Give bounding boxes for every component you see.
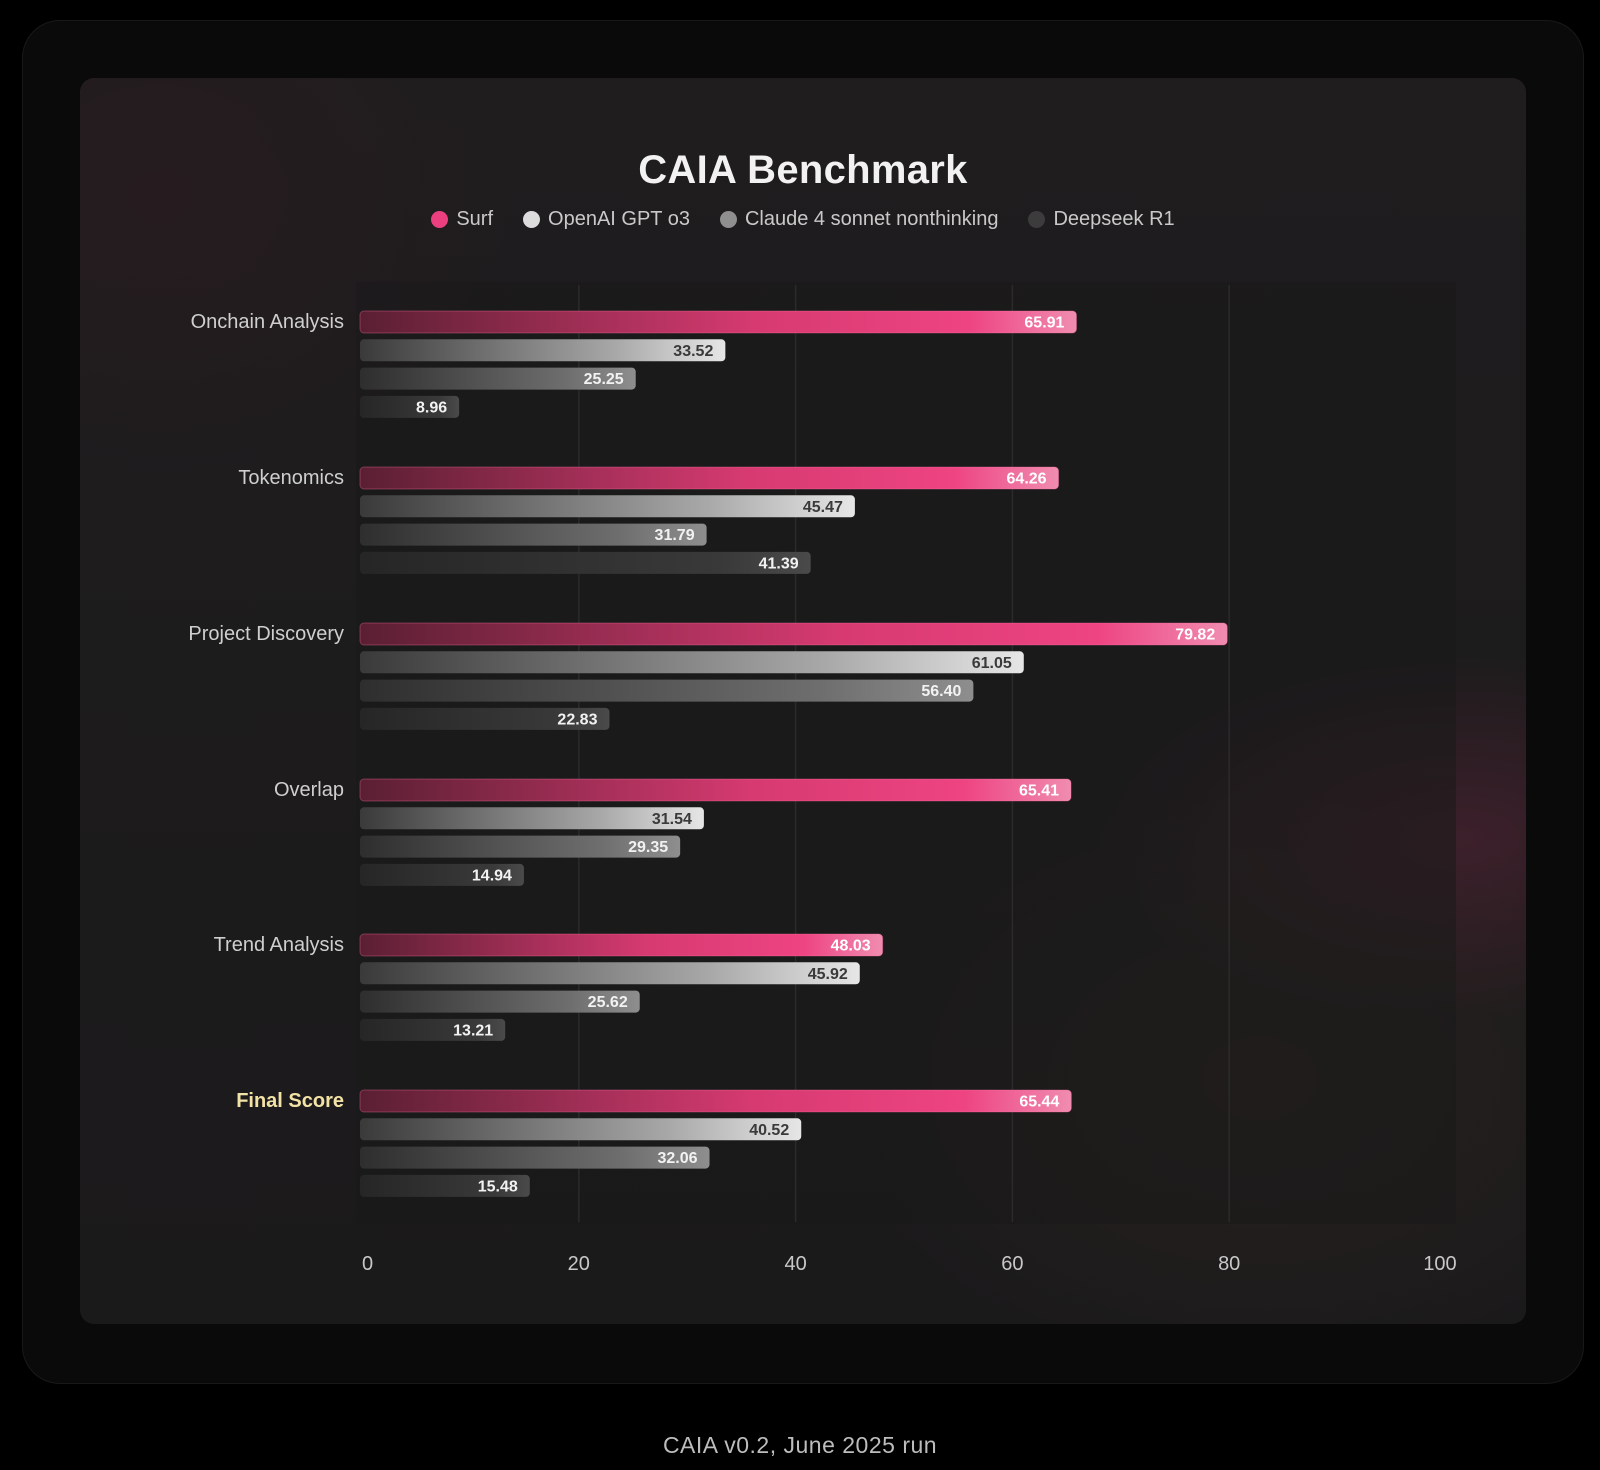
bar	[360, 934, 883, 956]
bar-value-label: 32.06	[657, 1150, 697, 1167]
grid-lines	[578, 285, 1230, 1222]
legend-label: Surf	[456, 208, 494, 230]
bar-value-label: 65.41	[1019, 783, 1059, 800]
bar-value-label: 15.48	[478, 1178, 518, 1195]
chart-title: CAIA Benchmark	[80, 148, 1526, 193]
bar-value-label: 64.26	[1007, 471, 1047, 488]
bar-value-label: 31.79	[655, 527, 695, 544]
x-axis-ticks: 0 20 40 60 80 100	[362, 1253, 1457, 1275]
bar-value-label: 8.96	[416, 399, 447, 416]
legend-label: Deepseek R1	[1053, 208, 1175, 230]
bar	[360, 367, 636, 390]
bar-outline	[359, 466, 1060, 490]
bar-value-label: 45.92	[808, 966, 848, 983]
bar	[360, 467, 1059, 489]
bar-value-label: 33.52	[673, 343, 713, 360]
x-tick-label: 80	[1218, 1253, 1240, 1275]
bar-value-label: 61.05	[972, 655, 1012, 672]
bar-value-label: 65.91	[1024, 315, 1064, 332]
category-labels: Onchain Analysis Tokenomics Project Discov…	[188, 311, 344, 1112]
plot-area	[356, 282, 1456, 1224]
bar	[360, 835, 681, 858]
bar	[360, 311, 1077, 333]
bar-value-label: 56.40	[921, 683, 961, 700]
bar	[360, 1090, 1072, 1112]
bar-value-label: 40.52	[749, 1122, 789, 1139]
bar	[360, 1174, 530, 1197]
bar	[360, 707, 610, 730]
bar-value-label: 29.35	[628, 839, 668, 856]
bar-value-label: 79.82	[1175, 627, 1215, 644]
bar-outline	[359, 310, 1077, 334]
bar	[360, 1146, 710, 1169]
category-label: Final Score	[236, 1090, 344, 1112]
bar	[360, 779, 1072, 801]
bar	[360, 495, 855, 518]
x-tick-label: 20	[568, 1253, 590, 1275]
category-label: Onchain Analysis	[191, 311, 344, 333]
category-label: Project Discovery	[188, 623, 344, 645]
bar	[360, 807, 704, 830]
bar-outline	[359, 622, 1228, 646]
bar-value-label: 25.25	[584, 371, 624, 388]
category-label: Overlap	[274, 779, 344, 801]
bar	[360, 339, 726, 362]
bar	[360, 1018, 506, 1041]
bar	[360, 1118, 802, 1141]
category-label: Trend Analysis	[214, 934, 344, 956]
bar	[360, 679, 974, 702]
bar	[360, 523, 707, 546]
chart-legend: Surf OpenAI GPT o3 Claude 4 sonnet nonth…	[80, 208, 1526, 231]
bar-value-label: 14.94	[472, 867, 512, 884]
bar-value-label: 41.39	[759, 555, 799, 572]
legend-label: Claude 4 sonnet nonthinking	[744, 208, 999, 230]
x-tick-label: 100	[1423, 1253, 1456, 1275]
bar-value-label: 13.21	[453, 1022, 493, 1039]
bar	[360, 863, 524, 886]
bar-value-label: 65.44	[1019, 1094, 1059, 1111]
legend-dot-icon	[523, 211, 541, 228]
x-tick-label: 0	[362, 1253, 373, 1275]
bar	[360, 990, 640, 1013]
x-tick-label: 60	[1001, 1253, 1023, 1275]
bar	[360, 651, 1024, 674]
bar-value-label: 25.62	[588, 994, 628, 1011]
bar-outline	[359, 933, 884, 957]
x-tick-label: 40	[784, 1253, 806, 1275]
footer-caption: CAIA v0.2, June 2025 run	[662, 1432, 938, 1458]
bar-outline	[359, 1089, 1072, 1113]
legend-item-claude: Claude 4 sonnet nonthinking	[719, 208, 999, 231]
legend-dot-icon	[1028, 211, 1046, 228]
bar-value-label: 45.47	[803, 499, 843, 516]
legend-item-deepseek: Deepseek R1	[1028, 208, 1175, 231]
legend-dot-icon	[719, 211, 737, 228]
bar	[360, 551, 811, 574]
bar-value-label: 31.54	[652, 811, 692, 828]
bar-outline	[359, 778, 1072, 802]
category-label: Tokenomics	[238, 467, 344, 489]
legend-label: OpenAI GPT o3	[548, 208, 690, 230]
bars: 65.91 64.26 79.82 65.41 48.03 65.44 33.52 45.47…	[359, 310, 1228, 1197]
bar	[360, 962, 860, 985]
legend-item-surf: Surf	[431, 208, 493, 231]
bar	[360, 623, 1228, 645]
legend-item-gpt-o3: OpenAI GPT o3	[523, 208, 690, 231]
legend-dot-icon	[431, 211, 449, 228]
bar-value-label: 48.03	[831, 938, 871, 955]
bar-value-label: 22.83	[557, 711, 597, 728]
bar	[360, 395, 460, 418]
